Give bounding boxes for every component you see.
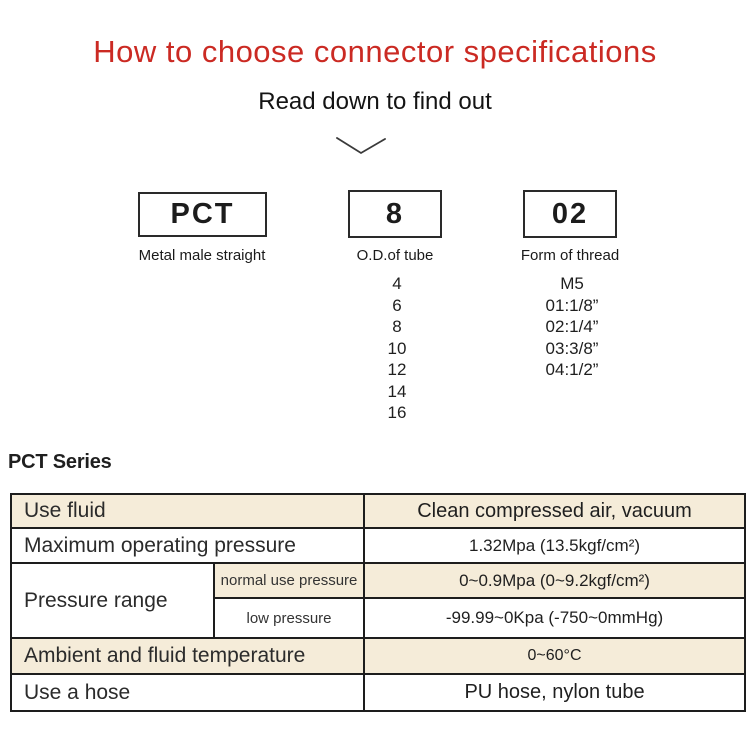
list-item: 02:1/4” [545, 317, 599, 336]
tube-size-list: 4 6 8 10 12 14 16 [347, 273, 447, 424]
caption-tube-od: O.D.of tube [356, 247, 434, 264]
list-item: 8 [392, 317, 402, 336]
low-pressure-value: -99.99~0Kpa (-750~0mmHg) [363, 597, 747, 639]
page-subtitle: Read down to find out [258, 88, 492, 115]
table-row: Ambient and fluid temperature 0~60°C [9, 637, 747, 675]
page-title: How to choose connector specifications [93, 34, 657, 69]
list-item: 10 [387, 338, 407, 358]
table-row: Use a hose PU hose, nylon tube [9, 673, 747, 712]
table-row: low pressure -99.99~0Kpa (-750~0mmHg) [11, 597, 747, 639]
code-box-thread: 02 [523, 190, 617, 238]
list-item: 01:1/8” [545, 295, 599, 315]
hose-value: PU hose, nylon tube [363, 673, 747, 712]
max-pressure-label: Maximum operating pressure [9, 527, 366, 564]
list-item: M5 [560, 274, 584, 293]
max-pressure-value: 1.32Mpa (13.5kgf/cm²) [363, 527, 747, 564]
code-box-series-text: PCT [170, 198, 235, 230]
use-fluid-value: Clean compressed air, vacuum [363, 493, 747, 529]
spec-table: Use fluid Clean compressed air, vacuum M… [9, 493, 747, 712]
caption-thread: Form of thread [520, 247, 620, 264]
list-item: 6 [392, 295, 402, 315]
normal-pressure-value: 0~0.9Mpa (0~9.2kgf/cm²) [363, 562, 747, 599]
code-box-series: PCT [138, 192, 267, 237]
normal-pressure-label: normal use pressure [212, 562, 366, 599]
list-item: 03:3/8” [545, 338, 599, 358]
code-box-tube-od: 8 [348, 190, 442, 238]
thread-form-list: M5 01:1/8” 02:1/4” 03:3/8” 04:1/2” [492, 273, 652, 381]
table-row: Use fluid Clean compressed air, vacuum [9, 493, 747, 529]
temperature-value: 0~60°C [363, 637, 747, 675]
list-item: 14 [387, 381, 407, 401]
list-item: 4 [392, 274, 402, 293]
code-box-tube-od-text: 8 [385, 197, 405, 230]
pressure-range-label: Pressure range [10, 562, 215, 639]
hose-label: Use a hose [9, 673, 366, 712]
code-box-thread-text: 02 [551, 197, 589, 230]
list-item: 12 [387, 360, 407, 379]
low-pressure-label: low pressure [212, 597, 366, 639]
caption-series: Metal male straight [138, 247, 266, 264]
temperature-label: Ambient and fluid temperature [9, 637, 366, 675]
table-row: Maximum operating pressure 1.32Mpa (13.5… [9, 527, 747, 564]
list-item: 04:1/2” [545, 360, 599, 379]
use-fluid-label: Use fluid [9, 493, 366, 529]
list-item: 16 [387, 403, 407, 422]
series-heading: PCT Series [8, 451, 112, 473]
chevron-down-icon [336, 137, 386, 155]
table-row: Pressure range normal use pressure 0~0.9… [10, 562, 747, 639]
